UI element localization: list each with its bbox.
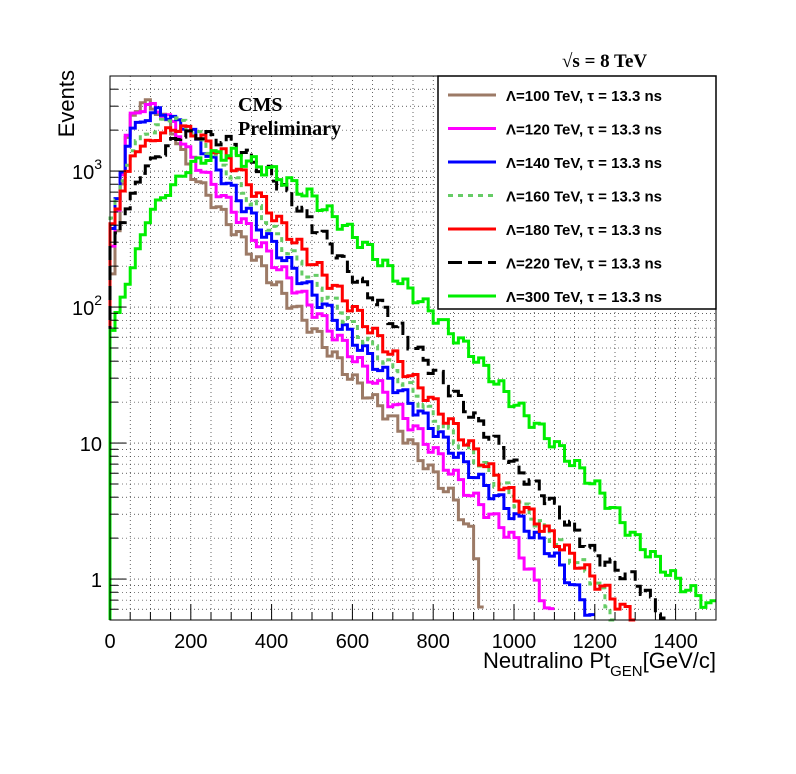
energy-sqrt: √s xyxy=(562,51,580,72)
preliminary-label: Preliminary xyxy=(238,118,341,140)
x-tick-label: 200 xyxy=(174,631,207,653)
x-tick-label: 1200 xyxy=(573,631,618,653)
y-tick-label: 102 xyxy=(72,292,102,320)
x-tick-label: 1400 xyxy=(653,631,698,653)
x-axis-label-main: Neutralino Pt xyxy=(483,648,610,673)
cms-annotation: CMS Preliminary xyxy=(238,94,341,140)
y-tick-label: 103 xyxy=(72,156,102,184)
legend-label: Λ=220 TeV, τ = 13.3 ns xyxy=(506,256,662,273)
x-tick-label: 600 xyxy=(336,631,369,653)
energy-label: √s = 8 TeV xyxy=(562,51,647,72)
legend-label: Λ=160 TeV, τ = 13.3 ns xyxy=(506,189,662,206)
energy-value: = 8 TeV xyxy=(580,51,648,72)
legend-box xyxy=(437,75,717,310)
x-tick-label: 1000 xyxy=(492,631,537,653)
series-lines xyxy=(108,98,716,622)
cms-label: CMS xyxy=(238,94,282,116)
x-axis-label: Neutralino PtGEN[GeV/c] xyxy=(483,648,716,680)
y-axis-label: Events xyxy=(54,70,79,137)
series-line xyxy=(108,102,555,620)
legend: Λ=100 TeV, τ = 13.3 ns Λ=120 TeV, τ = 13.… xyxy=(437,75,717,310)
y-tick-label: 1 xyxy=(91,570,102,592)
series-line xyxy=(108,116,615,622)
x-axis-label-unit: [GeV/c] xyxy=(643,648,716,673)
legend-label: Λ=300 TeV, τ = 13.3 ns xyxy=(506,289,662,306)
y-tick-label: 10 xyxy=(80,434,102,456)
x-tick-labels: 0 200 400 600 800 1000 1200 1400 xyxy=(104,631,697,653)
x-tick-label: 800 xyxy=(417,631,450,653)
series-line xyxy=(108,146,716,620)
y-tick-labels: 1 10 102 103 xyxy=(72,156,102,592)
legend-label: Λ=140 TeV, τ = 13.3 ns xyxy=(506,155,662,172)
legend-label: Λ=180 TeV, τ = 13.3 ns xyxy=(506,222,662,239)
axis-ticks xyxy=(109,75,717,621)
x-tick-label: 0 xyxy=(104,631,115,653)
x-axis-label-sub: GEN xyxy=(610,663,643,680)
series-line xyxy=(108,129,666,620)
x-tick-label: 400 xyxy=(255,631,288,653)
legend-label: Λ=100 TeV, τ = 13.3 ns xyxy=(506,88,662,105)
legend-label: Λ=120 TeV, τ = 13.3 ns xyxy=(506,122,662,139)
legend-items: Λ=100 TeV, τ = 13.3 ns Λ=120 TeV, τ = 13.… xyxy=(448,88,662,306)
